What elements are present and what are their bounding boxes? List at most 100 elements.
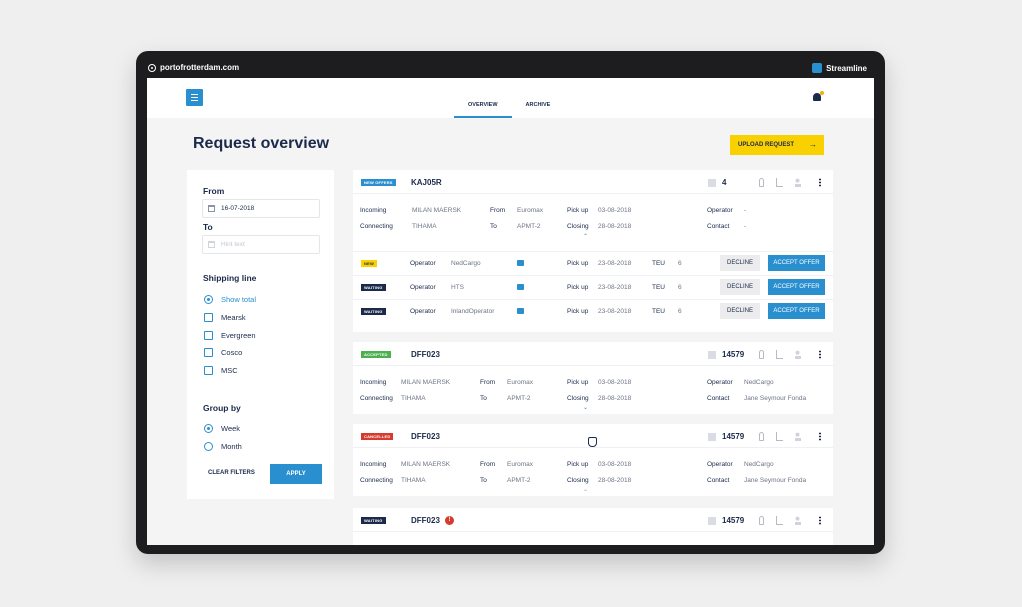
pickup-label: Pick up (567, 379, 589, 386)
menu-button[interactable] (186, 89, 203, 106)
collapse-chevron-icon[interactable]: ⌃ (583, 234, 589, 240)
hand-cursor-icon (588, 437, 597, 447)
to-label: To (480, 395, 487, 402)
pickup-label: Pick up (567, 284, 589, 291)
request-card[interactable]: ACCEPTED DFF023 14579 Incoming MILAN MAE… (353, 342, 833, 414)
operator-label: Operator (410, 260, 436, 267)
connecting-value: TIHAMA (401, 477, 426, 484)
incoming-label: Incoming (360, 379, 387, 386)
status-badge: WAITING (361, 517, 386, 524)
from-label: From (480, 379, 496, 386)
tab-overview[interactable]: OVERVIEW (454, 78, 512, 118)
pickup-value: 03-08-2018 (598, 461, 632, 468)
id-card-icon (517, 284, 524, 290)
count-value: 14579 (722, 432, 745, 441)
id-card-icon (517, 260, 524, 266)
offer-pickup: 23-08-2018 (598, 308, 632, 315)
incoming-label: Incoming (360, 461, 387, 468)
expand-chevron-icon[interactable]: ⌄ (583, 487, 589, 493)
person-icon (794, 516, 801, 525)
container-count: 4 (708, 178, 726, 187)
more-options-icon[interactable] (819, 350, 821, 359)
decline-button[interactable]: DECLINE (720, 279, 760, 295)
closing-label: Closing (567, 223, 589, 230)
offer-row: WAITING Operator HTS Pick up 23-08-2018 … (353, 275, 833, 299)
teu-label: TEU (652, 308, 665, 315)
to-label: To (490, 223, 497, 230)
accept-offer-button[interactable]: ACCEPT OFFER (768, 255, 825, 271)
more-options-icon[interactable] (819, 432, 821, 441)
closing-value: 28-08-2018 (598, 477, 632, 484)
shipping-option-evergreen[interactable]: Evergreen (204, 331, 256, 340)
from-value: Euromax (507, 379, 534, 386)
more-options-icon[interactable] (819, 178, 821, 187)
radio-icon (204, 424, 213, 433)
group-option-week[interactable]: Week (204, 424, 240, 433)
offer-status-badge: WAITING (361, 284, 386, 291)
status-badge: ACCEPTED (361, 351, 391, 358)
upload-request-label: UPLOAD REQUEST (738, 142, 795, 148)
to-label: To (480, 477, 487, 484)
shipping-option-show-total[interactable]: Show total (204, 295, 256, 304)
request-card[interactable]: NEW OFFERS KAJ05R 4 Incoming MILAN MAERS… (353, 170, 833, 332)
from-date-input[interactable]: 16-07-2018 (202, 199, 320, 218)
brand-name: Streamline (826, 63, 867, 73)
checkbox-icon (204, 331, 213, 340)
option-label: Show total (221, 295, 257, 304)
contact-value: Jane Seymour Fonda (744, 477, 807, 484)
to-label: To (203, 222, 213, 232)
card-header: NEW OFFERS KAJ05R 4 (353, 170, 833, 194)
card-header: WAITING DFF023 ! 14579 (353, 508, 833, 532)
pickup-label: Pick up (567, 260, 589, 267)
shipping-option-msc[interactable]: MSC (204, 366, 238, 375)
offer-status-badge: NEW (361, 260, 377, 267)
shipping-option-mearsk[interactable]: Mearsk (204, 313, 246, 322)
request-card[interactable]: CANCELLED DFF023 14579 Incoming MILAN MA… (353, 424, 833, 496)
checkbox-icon (204, 366, 213, 375)
offer-pickup: 23-08-2018 (598, 260, 632, 267)
shipping-option-cosco[interactable]: Cosco (204, 348, 242, 357)
operator-label: Operator (707, 379, 733, 386)
person-icon (794, 432, 801, 441)
clear-filters-button[interactable]: CLEAR FILTERS (208, 470, 255, 476)
tab-archive[interactable]: ARCHIVE (525, 102, 551, 108)
pickup-label: Pick up (567, 207, 589, 214)
operator-value: NedCargo (744, 379, 774, 386)
group-option-month[interactable]: Month (204, 442, 242, 451)
to-date-placeholder: Hint text (221, 241, 245, 248)
apply-button[interactable]: APPLY (270, 464, 322, 484)
notification-bell-icon[interactable] (812, 91, 824, 103)
streamline-logo-icon (812, 63, 823, 73)
more-options-icon[interactable] (819, 516, 821, 525)
incoming-label: Incoming (360, 207, 387, 214)
thermometer-icon (759, 350, 764, 359)
incoming-value: MILAN MAERSK (401, 379, 451, 386)
contact-label: Contact (707, 395, 730, 402)
decline-button[interactable]: DECLINE (720, 255, 760, 271)
streamline-brand: Streamline (812, 63, 867, 73)
upload-request-button[interactable]: UPLOAD REQUEST → (730, 135, 824, 155)
to-date-input[interactable]: Hint text (202, 235, 320, 254)
accept-offer-button[interactable]: ACCEPT OFFER (768, 303, 825, 319)
person-icon (794, 178, 801, 187)
closing-value: 28-08-2018 (598, 223, 632, 230)
from-value: Euromax (517, 207, 544, 214)
container-icon (708, 516, 716, 525)
expand-chevron-icon[interactable]: ⌄ (583, 405, 589, 411)
count-value: 4 (722, 178, 727, 187)
request-card[interactable]: WAITING DFF023 ! 14579 (353, 508, 833, 545)
to-value: APMT-2 (517, 223, 541, 230)
offer-teu: 6 (678, 260, 682, 267)
checkbox-icon (204, 313, 213, 322)
device-frame: portofrotterdam.com Streamline OVERVIEW … (136, 51, 885, 554)
decline-button[interactable]: DECLINE (720, 303, 760, 319)
option-label: Week (221, 424, 241, 433)
option-label: Mearsk (221, 313, 246, 322)
thermometer-icon (759, 516, 764, 525)
operator-label: Operator (410, 284, 436, 291)
connecting-value: TIHAMA (412, 223, 437, 230)
accept-offer-button[interactable]: ACCEPT OFFER (768, 279, 825, 295)
offer-operator: NedCargo (451, 260, 481, 267)
count-value: 14579 (722, 516, 745, 525)
thermometer-icon (759, 432, 764, 441)
